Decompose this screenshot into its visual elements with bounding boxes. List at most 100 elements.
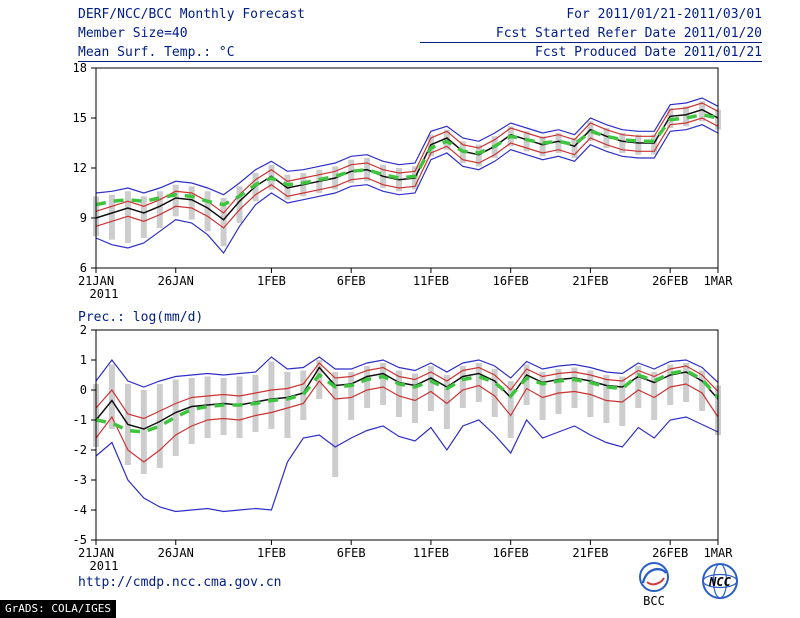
- x-tick-label: 26JAN: [158, 546, 194, 560]
- series-ensemble-spread: [523, 364, 530, 405]
- series-ensemble-spread: [108, 364, 115, 429]
- x-tick-label: 1MAR: [704, 274, 734, 288]
- x-tick-label: 21FEB: [572, 274, 608, 288]
- series-ensemble-spread: [188, 378, 195, 444]
- series-ensemble-spread: [651, 372, 658, 420]
- header-left: DERF/NCC/BCC Monthly Forecast Member Siz…: [78, 5, 305, 62]
- series-ensemble-spread: [555, 369, 562, 414]
- series-ensemble-spread: [475, 363, 482, 402]
- plot-frame: [95, 329, 719, 541]
- y-tick-label: -5: [73, 533, 87, 547]
- series-ensemble-spread: [539, 136, 546, 157]
- fcst-refer-date-label: Fcst Started Refer Date 2011/01/20: [495, 26, 762, 41]
- y-tick-label: 15: [73, 111, 87, 125]
- ncc-logo-label: NCC: [708, 575, 731, 589]
- x-tick-label: 11FEB: [413, 274, 449, 288]
- series-upper-quartile: [95, 362, 719, 420]
- series-ensemble-spread: [507, 381, 514, 438]
- bcc-logo-label: BCC: [643, 594, 665, 608]
- series-climatology: [95, 112, 719, 207]
- x-year-label: 2011: [90, 287, 119, 301]
- series-ensemble-spread: [332, 372, 339, 477]
- y-tick-label: 0: [80, 383, 87, 397]
- series-ensemble-spread: [491, 369, 498, 417]
- series-lower-quartile: [95, 380, 719, 463]
- series-ensemble-spread: [571, 138, 578, 158]
- series-ensemble-spread: [348, 372, 355, 420]
- bcc-logo: BCC: [639, 562, 669, 608]
- series-climatology: [95, 368, 720, 434]
- series-ensemble-spread: [427, 366, 434, 411]
- header-underline-1: [420, 42, 762, 43]
- series-ensemble-spread: [236, 376, 243, 438]
- precipitation-chart: -5 -4 -3 -2 -1 0 1 2 21JAN 26JAN 1FEB 6FEB 11FEB 16FE…: [73, 323, 734, 573]
- series-upper-quartile: [95, 102, 719, 214]
- series-ensemble-spread: [667, 364, 674, 405]
- series-ensemble-spread: [220, 198, 227, 247]
- x-tick-label: 16FEB: [493, 274, 529, 288]
- header-underline-2: [78, 61, 762, 62]
- x-year-label: 2011: [90, 559, 119, 573]
- y-tick-label: 9: [80, 211, 87, 225]
- series-ensemble-spread: [156, 191, 163, 228]
- fcst-produced-date-label: Fcst Produced Date 2011/01/21: [535, 45, 762, 60]
- series-ensemble-spread: [316, 360, 323, 399]
- y-tick-label: 12: [73, 161, 87, 175]
- bcc-logo-accent: [646, 577, 665, 586]
- series-ensemble-spread: [124, 191, 131, 243]
- y-tick-label: -2: [73, 443, 87, 457]
- x-tick-label: 16FEB: [493, 546, 529, 560]
- ncc-logo-orbit-v: [712, 563, 728, 599]
- y-tick-label: -3: [73, 473, 87, 487]
- series-ensemble-spread: [300, 370, 307, 420]
- member-size-label: Member Size=40: [78, 26, 188, 41]
- series-lower-quartile: [95, 117, 719, 229]
- grads-credit: GrADS: COLA/IGES: [0, 600, 116, 618]
- series-ensemble-spread: [156, 384, 163, 468]
- series-ensemble-spread: [236, 186, 243, 223]
- series-ensemble-spread: [683, 363, 690, 402]
- series-ensemble-spread: [635, 366, 642, 408]
- forecast-range-label: For 2011/01/21-2011/03/01: [566, 7, 762, 22]
- x-tick-label: 26JAN: [158, 274, 194, 288]
- series-ensemble-spread: [459, 366, 466, 408]
- series-ensemble-spread: [603, 128, 610, 148]
- series-ensemble-spread: [635, 134, 642, 155]
- series-max: [95, 97, 719, 196]
- series-ensemble-spread: [364, 366, 371, 408]
- series-ensemble-spread: [172, 184, 179, 217]
- series-min: [95, 416, 719, 513]
- series-ensemble-spread: [268, 361, 275, 429]
- series-ensemble-spread: [699, 370, 706, 411]
- x-tick-label: 21JAN: [78, 546, 114, 560]
- plot-frame: [95, 67, 719, 269]
- y-tick-label: 2: [80, 323, 87, 337]
- y-tick-label: 6: [80, 261, 87, 275]
- bcc-logo-swirl: [641, 567, 667, 584]
- series-ensemble-spread: [683, 106, 690, 127]
- series-ensemble-spread: [204, 191, 211, 232]
- series-ensemble-spread: [443, 375, 450, 429]
- precip-chart-title: Prec.: log(mm/d): [78, 310, 204, 325]
- page-title: DERF/NCC/BCC Monthly Forecast: [78, 7, 305, 22]
- series-ensemble-spread: [188, 186, 195, 220]
- y-tick-label: 1: [80, 353, 87, 367]
- x-tick-label: 6FEB: [337, 274, 366, 288]
- series-ensemble-spread: [412, 373, 418, 423]
- x-tick-label: 1FEB: [257, 274, 286, 288]
- x-tick-label: 6FEB: [337, 546, 366, 560]
- series-ensemble-spread: [571, 367, 578, 408]
- series-ensemble-spread: [204, 376, 211, 438]
- series-ensemble-spread: [284, 372, 291, 438]
- x-tick-label: 26FEB: [652, 274, 688, 288]
- series-ensemble-spread: [108, 194, 115, 240]
- header-right: For 2011/01/21-2011/03/01 Fcst Started R…: [496, 5, 762, 62]
- y-tick-label: -1: [73, 413, 87, 427]
- series-ensemble-spread: [587, 121, 594, 142]
- series-ensemble-spread: [140, 196, 147, 238]
- series-max: [95, 356, 719, 388]
- series-ensemble-spread: [172, 379, 179, 456]
- website-url: http://cmdp.ncc.cma.gov.cn: [78, 575, 282, 590]
- y-tick-label: 18: [73, 61, 87, 75]
- series-ensemble-spread: [380, 363, 387, 405]
